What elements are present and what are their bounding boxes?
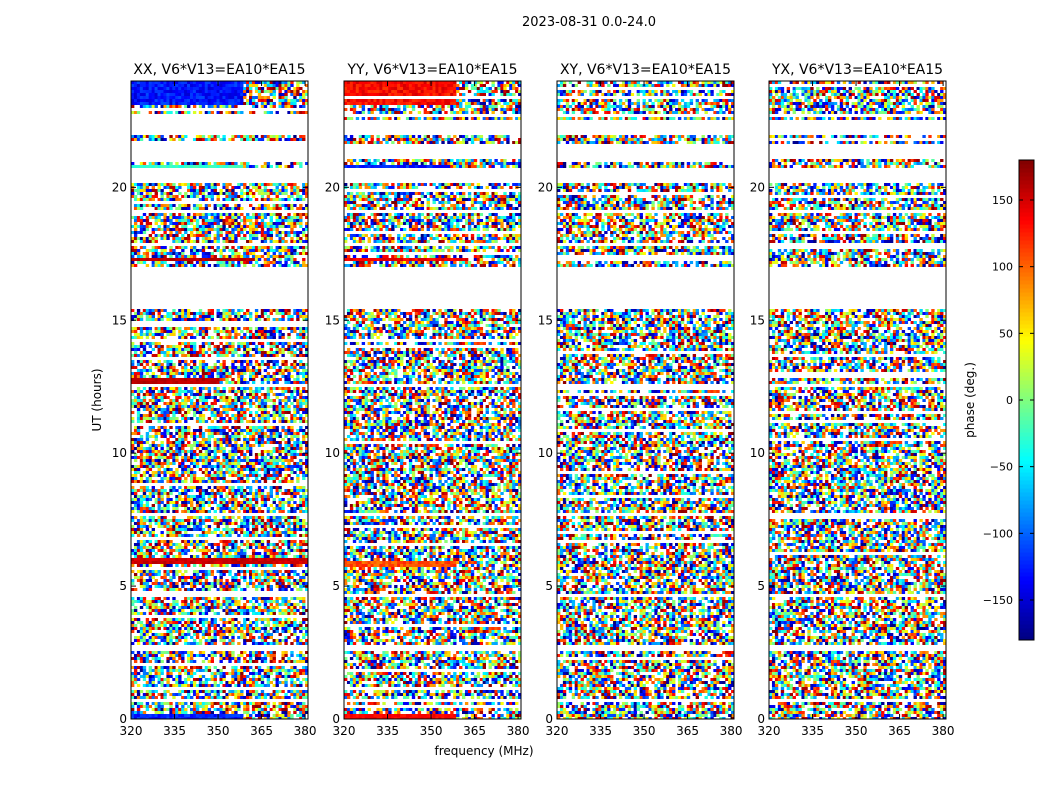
panel-frame-3 [556, 80, 735, 720]
heatmap-image-1 [131, 81, 308, 719]
y-tick-label: 20 [750, 180, 765, 194]
x-tick-label: 365 [463, 724, 486, 738]
x-tick-label: 350 [207, 724, 230, 738]
y-tick-label: 15 [325, 313, 340, 327]
y-tick-label: 10 [112, 446, 127, 460]
colorbar: −150 −100 −50 0 50 100 150 [983, 159, 1035, 641]
colorbar-tick-label: −150 [983, 594, 1013, 607]
colorbar-tick-label: −50 [990, 461, 1013, 474]
y-tick-label: 10 [538, 446, 553, 460]
panel-title-1: XX, V6*V13=EA10*EA15 [133, 62, 305, 78]
y-tick-label: 0 [757, 712, 765, 726]
x-tick-label: 320 [120, 724, 143, 738]
y-tick-label: 15 [112, 313, 127, 327]
panel-title-4: YX, V6*V13=EA10*EA15 [771, 62, 943, 78]
x-tick-label: 335 [589, 724, 612, 738]
x-tick-label: 380 [507, 724, 530, 738]
x-tick-label: 350 [845, 724, 868, 738]
heatmap-image-2 [344, 81, 521, 719]
heatmap-image-4 [769, 81, 946, 719]
figure-suptitle: 2023-08-31 0.0-24.0 [522, 15, 656, 30]
y-tick-label: 15 [750, 313, 765, 327]
x-tick-label: 365 [888, 724, 911, 738]
x-tick-label: 380 [932, 724, 955, 738]
panels: XX, V6*V13=EA10*EA15 320 335 350 365 380 0 5 10 1… [112, 62, 955, 738]
colorbar-tick-label: 150 [992, 194, 1013, 207]
colorbar-tick-label: 0 [1006, 394, 1013, 407]
y-axis-label: UT (hours) [90, 368, 104, 431]
x-tick-label: 350 [420, 724, 443, 738]
x-tick-label: 350 [633, 724, 656, 738]
y-tick-label: 20 [538, 180, 553, 194]
x-tick-label: 335 [376, 724, 399, 738]
y-tick-label: 5 [119, 579, 127, 593]
x-axis-label: frequency (MHz) [434, 744, 533, 758]
panel-1: XX, V6*V13=EA10*EA15 320 335 350 365 380 0 5 10 1… [112, 62, 317, 738]
y-tick-label: 10 [325, 446, 340, 460]
y-tick-label: 15 [538, 313, 553, 327]
panel-frame-1 [130, 80, 309, 720]
panel-frame-4 [768, 80, 947, 720]
x-tick-label: 320 [546, 724, 569, 738]
colorbar-tick-label: −100 [983, 527, 1013, 540]
y-tick-label: 5 [545, 579, 553, 593]
x-tick-label: 365 [250, 724, 273, 738]
heatmap-image-3 [557, 81, 734, 719]
y-tick-label: 5 [332, 579, 340, 593]
x-tick-label: 380 [720, 724, 743, 738]
y-tick-label: 0 [119, 712, 127, 726]
x-tick-label: 380 [294, 724, 317, 738]
x-tick-label: 335 [801, 724, 824, 738]
panel-2: YY, V6*V13=EA10*EA15 320 335 350 365 380 0 5 10 1… [325, 62, 530, 738]
panel-frame-2 [343, 80, 522, 720]
y-tick-label: 5 [757, 579, 765, 593]
x-tick-label: 320 [758, 724, 781, 738]
panel-title-2: YY, V6*V13=EA10*EA15 [346, 62, 517, 78]
y-tick-label: 0 [332, 712, 340, 726]
panel-4: YX, V6*V13=EA10*EA15 320 335 350 365 380 0 5 10 1… [750, 62, 955, 738]
panel-3: XY, V6*V13=EA10*EA15 320 335 350 365 380 0 5 10 1… [538, 62, 743, 738]
x-tick-label: 365 [676, 724, 699, 738]
x-tick-label: 335 [163, 724, 186, 738]
y-tick-label: 10 [750, 446, 765, 460]
y-tick-label: 20 [112, 180, 127, 194]
y-tick-label: 20 [325, 180, 340, 194]
colorbar-label: phase (deg.) [963, 362, 977, 438]
colorbar-tick-label: 100 [992, 261, 1013, 274]
y-tick-label: 0 [545, 712, 553, 726]
colorbar-tick-label: 50 [999, 327, 1013, 340]
panel-title-3: XY, V6*V13=EA10*EA15 [560, 62, 731, 78]
x-tick-label: 320 [333, 724, 356, 738]
